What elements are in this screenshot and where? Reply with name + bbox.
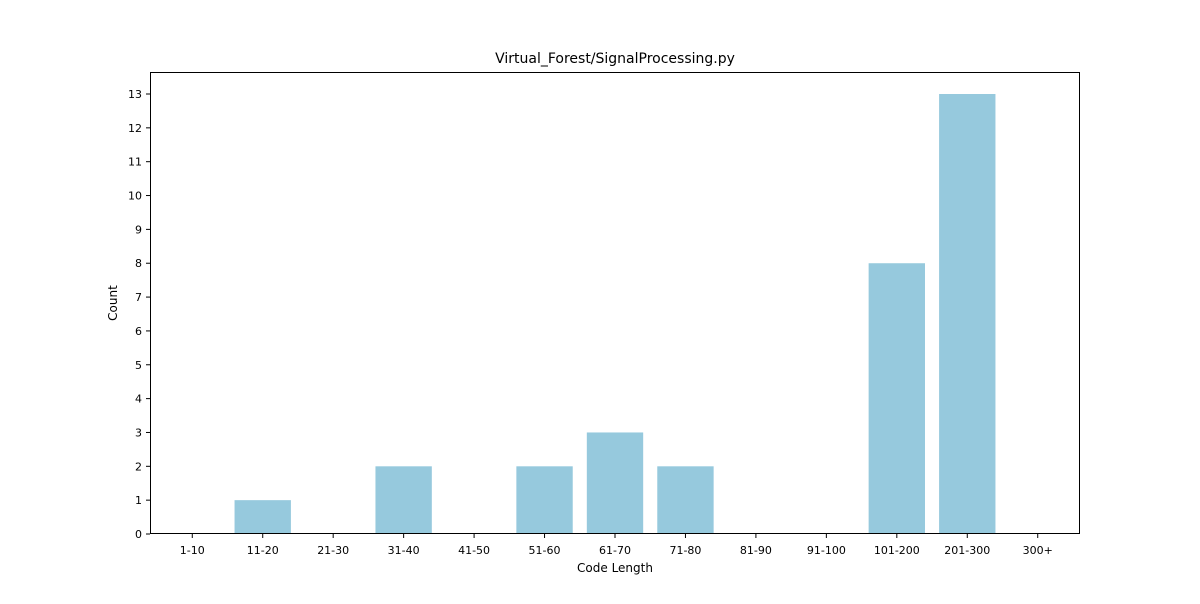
x-tick-label: 41-50 (458, 544, 490, 557)
y-tick-label: 3 (135, 426, 142, 439)
bar-11-20 (234, 500, 291, 534)
x-tick-label: 101-200 (874, 544, 920, 557)
y-tick-label: 10 (128, 190, 142, 203)
bar-71-80 (657, 466, 714, 534)
chart-title: Virtual_Forest/SignalProcessing.py (495, 51, 735, 67)
x-tick-label: 51-60 (529, 544, 561, 557)
x-tick-label: 1-10 (180, 544, 205, 557)
y-tick-label: 13 (128, 88, 142, 101)
bar-31-40 (375, 466, 432, 534)
y-tick-label: 8 (135, 257, 142, 270)
y-tick-label: 12 (128, 122, 142, 135)
bar-201-300 (939, 94, 996, 534)
x-tick-label: 21-30 (317, 544, 349, 557)
x-tick-label: 91-100 (807, 544, 846, 557)
y-tick-label: 7 (135, 291, 142, 304)
bar-51-60 (516, 466, 573, 534)
bar-61-70 (586, 432, 644, 534)
x-tick-label: 300+ (1023, 544, 1053, 557)
y-tick-label: 0 (135, 528, 142, 541)
plot-frame (150, 72, 1080, 534)
x-axis: 1-10 11-20 21-30 31-40 41-50 51-60 61-70 71-80 8… (180, 534, 1053, 557)
x-axis-label: Code Length (577, 561, 653, 575)
bars-layer (234, 94, 996, 534)
x-tick-label: 31-40 (388, 544, 420, 557)
y-tick-label: 6 (135, 325, 142, 338)
bar-101-200 (868, 263, 925, 534)
y-axis-label: Count (106, 285, 120, 321)
y-tick-label: 5 (135, 359, 142, 372)
x-tick-label: 61-70 (599, 544, 631, 557)
y-tick-label: 4 (135, 393, 142, 406)
x-tick-label: 11-20 (247, 544, 279, 557)
x-tick-label: 71-80 (669, 544, 701, 557)
y-tick-label: 9 (135, 223, 142, 236)
x-tick-label: 81-90 (740, 544, 772, 557)
y-tick-label: 1 (135, 494, 142, 507)
y-tick-label: 2 (135, 460, 142, 473)
x-tick-label: 201-300 (944, 544, 990, 557)
y-tick-label: 11 (128, 156, 142, 169)
